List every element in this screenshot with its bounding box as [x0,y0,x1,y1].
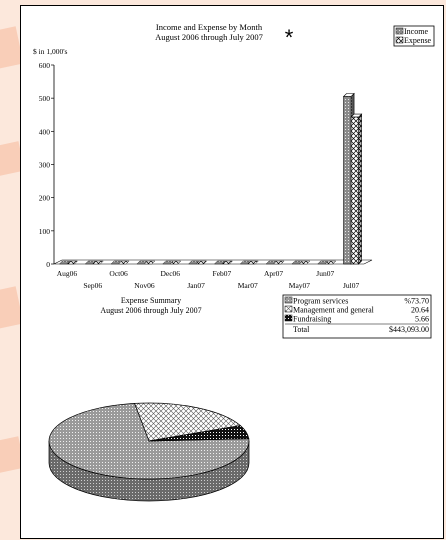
pie-chart-title: Expense Summary [121,296,181,305]
legend-swatch-income [395,27,404,35]
bar-chart-bars [58,92,363,265]
x-tick-label: Dec06 [160,269,180,278]
legend-label-fundraising: Fundraising [293,315,331,324]
bar-expense-oct06 [118,260,130,265]
y-tick-label: 500 [39,94,51,103]
x-tick-label: Oct06 [109,269,128,278]
x-tick-label: Aug06 [57,269,78,278]
bar-chart-legend: Income Expense [393,25,435,47]
report-page: Income and Expense by Month August 2006 … [20,5,444,539]
y-axis-label: $ in 1,000's [33,47,68,56]
y-tick-label: 300 [39,161,51,170]
x-tick-label: Nov06 [134,281,155,290]
bar-chart-title: Income and Expense by Month [156,22,263,32]
pie-slice-fundraising [148,425,250,442]
legend-swatch-fundraising [284,314,293,322]
pie-chart-legend: Program services %73.70 Management and g… [282,294,432,339]
bar-expense-dec06 [169,260,182,265]
y-tick-label: 200 [39,194,51,203]
bar-chart-x-ticks: Aug06 Sep06 Oct06 Nov06 Dec06 Jan07 Feb07 Mar07… [57,269,360,290]
y-tick-label: 0 [46,260,50,269]
pie-chart-subtitle: August 2006 through July 2007 [100,306,201,315]
y-tick-label: 600 [39,61,51,70]
bar-expense-nov06 [143,260,156,265]
legend-value-program-services: %73.70 [404,297,429,306]
legend-value-fundraising: 5.66 [415,315,429,324]
bar-expense-aug06 [66,260,78,265]
bar-income-jul07 [343,96,352,265]
bar-chart-axes: 0 100 200 300 400 500 600 [39,61,373,269]
legend-label-program-services: Program services [293,297,348,306]
legend-swatch-expense [395,36,404,44]
bar-expense-apr07 [273,260,285,265]
bar-expense-may07 [298,260,311,265]
bar-chart-subtitle: August 2006 through July 2007 [155,32,263,42]
x-tick-label: Jan07 [187,281,205,290]
y-tick-label: 400 [39,127,51,136]
x-tick-label: Jul07 [343,281,360,290]
bar-chart-floor [53,259,373,265]
legend-total-label: Total [293,325,310,334]
bar-expense-jul07-side [358,113,362,265]
x-tick-label: Jun07 [316,269,334,278]
asterisk-marker: * [285,25,294,50]
legend-swatch-management-and-general [284,305,293,313]
bar-expense-mar07 [247,260,259,265]
y-tick-label: 100 [39,227,51,236]
pie-slice-management-and-general [134,402,242,442]
bar-expense-jan07 [195,260,208,265]
x-tick-label: Apr07 [264,269,283,278]
pie-chart-slices [48,402,250,502]
legend-label-expense: Expense [404,36,432,45]
legend-value-management-and-general: 20.64 [411,306,429,315]
bar-expense-feb07 [221,260,233,265]
bar-expense-sep06 [92,260,104,265]
legend-swatch-program-services [284,296,293,304]
report-charts: Income and Expense by Month August 2006 … [33,22,435,502]
x-tick-label: Mar07 [238,281,258,290]
bar-expense-jun07 [324,260,337,265]
bar-expense-jul07 [350,116,359,265]
x-tick-label: May07 [289,281,310,290]
x-tick-label: Sep06 [83,281,102,290]
legend-label-management-and-general: Management and general [293,306,375,315]
legend-label-income: Income [404,27,428,36]
legend-total-value: $443,093.00 [389,325,429,334]
x-tick-label: Feb07 [213,269,232,278]
